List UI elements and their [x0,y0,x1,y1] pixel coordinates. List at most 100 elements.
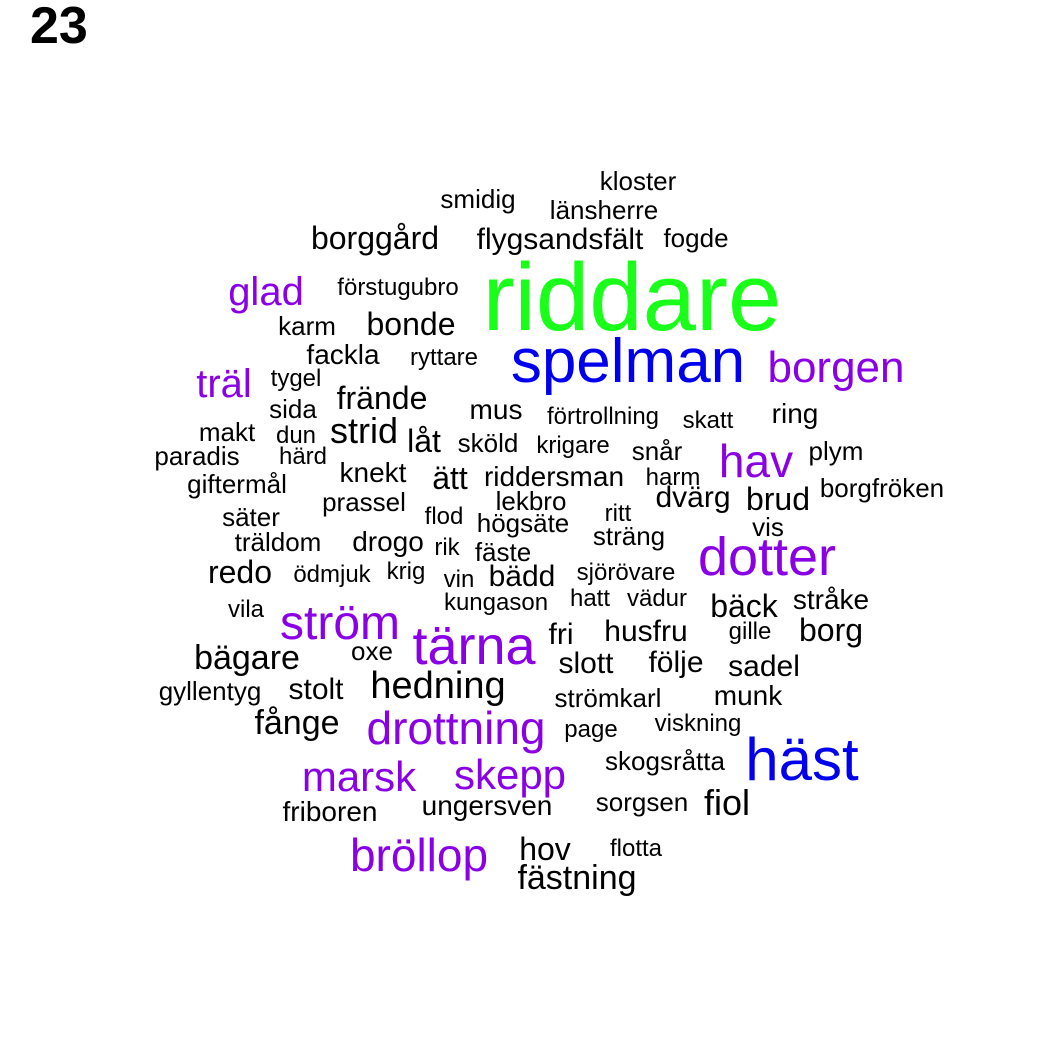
cloud-word-marsk: marsk [301,753,417,800]
cloud-word-vila: vila [227,596,265,623]
cloud-word-fortrollning: förtrollning [546,403,660,430]
cloud-word-vadur: vädur [626,585,688,612]
cloud-word-lansherre: länsherre [549,195,659,225]
cloud-word-flod: flod [424,503,464,530]
cloud-word-spelman: spelman [510,327,746,396]
cloud-word-ritt: ritt [604,500,632,527]
cloud-word-rik: rik [434,534,460,561]
cloud-word-traldom: träldom [234,527,322,557]
cloud-word-ungersven: ungersven [421,790,553,821]
cloud-word-mus: mus [469,394,523,425]
cloud-word-strang: sträng [592,521,666,551]
cloud-word-gyllentyg: gyllentyg [158,676,262,706]
cloud-word-folje: följe [648,646,704,679]
cloud-word-hard: härd [278,443,328,470]
cloud-word-skatt: skatt [682,407,734,434]
cloud-word-viskning: viskning [654,710,742,737]
cloud-word-strid: strid [329,410,399,451]
cloud-word-dvarg: dvärg [655,481,731,514]
cloud-word-glad: glad [228,270,304,314]
cloud-word-drottning: drottning [366,702,546,754]
cloud-word-borgen: borgen [767,343,905,392]
cloud-word-hast: häst [745,726,859,793]
cloud-word-fogde: fogde [663,223,729,253]
cloud-word-karm: karm [278,311,336,341]
cloud-word-gille: gille [728,618,772,645]
cloud-word-borgfroken: borgfröken [819,473,945,503]
cloud-word-sida: sida [269,394,317,424]
cloud-word-badd: bädd [488,560,556,593]
cloud-word-skogsratta: skogsråtta [605,746,725,776]
cloud-word-vin: vin [443,566,475,593]
cloud-word-paradis: paradis [154,441,240,471]
cloud-word-faste: fäste [474,537,532,567]
cloud-word-hedning: hedning [370,665,506,707]
cloud-word-lat: låt [407,423,441,459]
cloud-word-krigare: krigare [536,432,610,459]
cloud-word-knekt: knekt [339,457,407,488]
cloud-word-riddersman: riddersman [483,461,625,492]
cloud-word-vis: vis [752,512,784,542]
cloud-word-flotta: flotta [609,835,663,862]
cloud-word-dotter: dotter [697,527,837,587]
cloud-word-hatt: hatt [569,585,611,612]
cloud-word-ring: ring [771,398,819,429]
cloud-word-fiol: fiol [703,782,751,823]
cloud-word-friboren: friboren [282,796,378,827]
cloud-word-harm: harm [645,464,701,491]
page-number: 23 [30,0,88,55]
cloud-word-munk: munk [713,680,783,711]
cloud-word-forstugubro: förstugubro [337,274,459,301]
cloud-word-stolt: stolt [288,673,344,706]
cloud-word-tygel: tygel [270,365,322,392]
cloud-word-makt: makt [198,417,256,447]
cloud-word-husfru: husfru [604,615,688,648]
cloud-word-fastning: fästning [517,859,637,897]
cloud-word-dun: dun [275,422,317,449]
cloud-word-hov: hov [519,831,571,867]
cloud-word-frande: frände [336,380,428,416]
cloud-word-slott: slott [558,647,614,680]
cloud-word-sater: säter [222,502,280,532]
cloud-word-bagare: bägare [194,639,300,677]
cloud-word-hav: hav [718,435,794,487]
cloud-word-oxe: oxe [351,636,393,666]
cloud-word-drogo: drogo [352,526,424,557]
cloud-word-kungason: kungason [443,589,549,616]
cloud-word-skepp: skepp [453,751,567,798]
cloud-word-fri: fri [548,618,574,651]
cloud-word-brud: brud [745,481,811,517]
cloud-word-strake: stråke [792,584,870,615]
cloud-word-borggard: borggård [310,220,440,256]
cloud-word-prassel: prassel [322,487,406,517]
cloud-word-sadel: sadel [728,650,800,683]
cloud-word-riddare: riddare [482,244,782,351]
cloud-word-fange: fånge [254,704,340,742]
cloud-word-flygsandsfalt: flygsandsfält [476,223,644,256]
cloud-word-fackla: fackla [306,339,380,370]
cloud-word-page: page [564,716,618,743]
cloud-word-strom: ström [280,597,400,650]
cloud-word-ryttare: ryttare [409,344,479,371]
cloud-word-sjorovare: sjörövare [576,559,676,586]
cloud-word-smidig: smidig [440,184,516,214]
cloud-word-giftermal: giftermål [187,469,287,499]
cloud-word-redo: redo [207,554,273,590]
cloud-word-snar: snår [631,436,683,466]
cloud-word-tarna: tärna [412,616,536,676]
cloud-word-back: bäck [710,588,778,624]
cloud-word-kloster: kloster [599,166,677,196]
cloud-word-att: ätt [432,460,468,496]
cloud-word-krig: krig [386,558,426,585]
cloud-word-brollop: bröllop [349,829,489,881]
cloud-word-lekbro: lekbro [495,486,567,516]
cloud-word-sorgsen: sorgsen [595,787,689,817]
cloud-word-skold: sköld [457,428,519,458]
cloud-word-tral: träl [196,362,252,406]
cloud-word-plym: plym [808,436,864,466]
cloud-word-bonde: bonde [366,306,456,342]
cloud-word-hogsate: högsäte [476,508,570,538]
cloud-word-stromkarl: strömkarl [554,683,662,713]
cloud-word-odmjuk: ödmjuk [293,561,371,588]
